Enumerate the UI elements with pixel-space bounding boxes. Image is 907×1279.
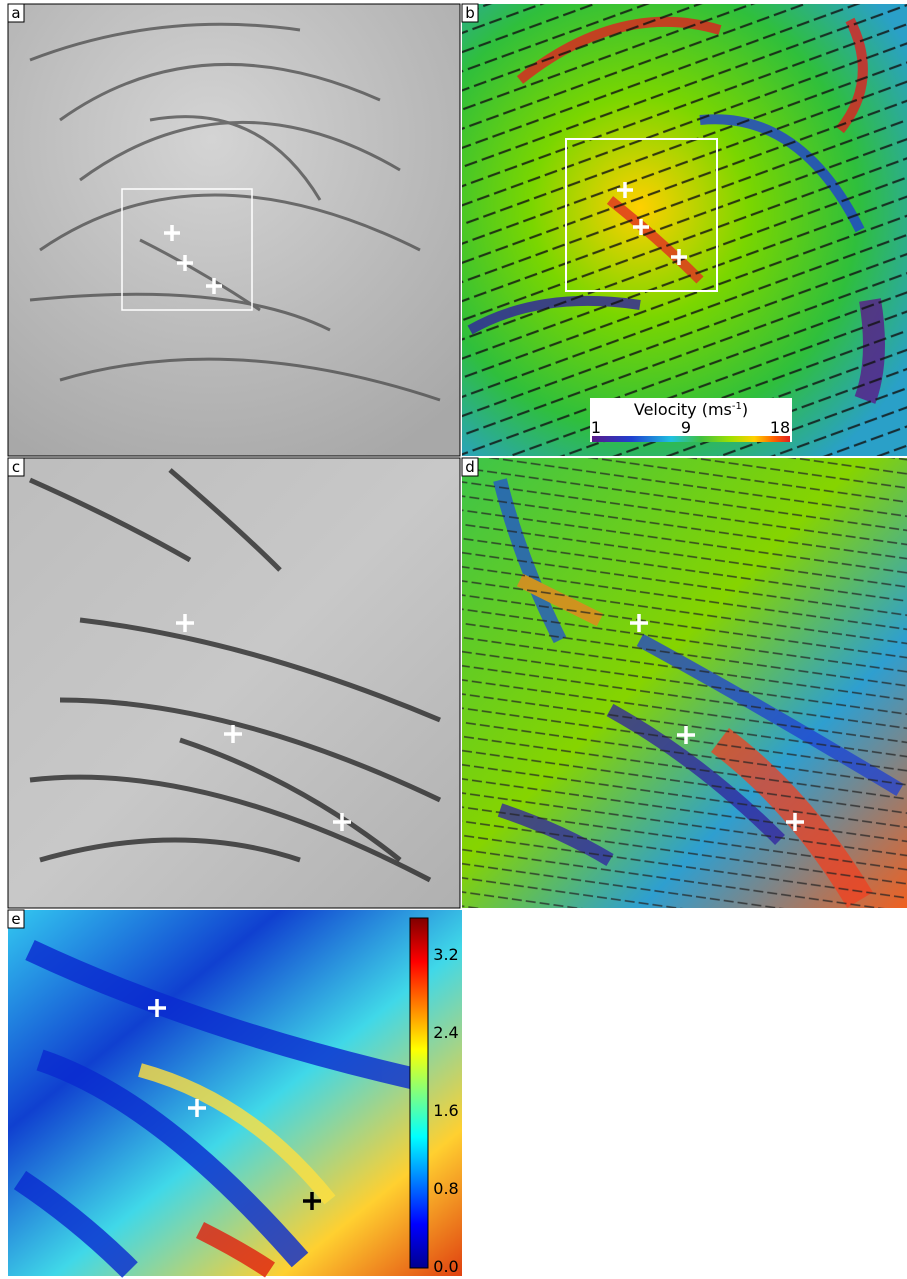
panel-label: e <box>11 910 20 928</box>
colorbar-tick: 9 <box>681 418 691 437</box>
inset-box <box>565 138 718 292</box>
colorbar-tick: 18 <box>770 418 790 437</box>
label-box <box>7 457 25 477</box>
colorbar-tick: 1 <box>591 418 601 437</box>
title: Velocity (ms <box>634 400 732 419</box>
cross <box>176 614 351 831</box>
panel-a: a <box>7 3 461 457</box>
colorbar-title: Velocity (ms-1) <box>634 400 748 419</box>
panel-label: c <box>12 458 20 476</box>
colorbar <box>409 917 429 1269</box>
cross <box>164 225 222 294</box>
vectors <box>462 4 907 456</box>
cross <box>303 1192 321 1210</box>
panel-e: 3.2 2.4 1.6 0.8 0.0 e <box>7 909 462 1278</box>
inset-box <box>121 188 253 311</box>
markers <box>148 182 804 1210</box>
colorbar-bg <box>590 398 792 442</box>
label-box <box>7 3 25 23</box>
panel-c: c <box>7 457 461 909</box>
panel-label: d <box>465 458 475 476</box>
colorbar-tick: 2.4 <box>433 1023 458 1042</box>
panel-label: a <box>11 4 20 22</box>
label-box <box>461 3 479 23</box>
colorbar-scale <box>592 436 790 442</box>
vectors <box>462 458 907 908</box>
label-box <box>461 457 479 477</box>
cross <box>148 999 206 1117</box>
superscript: -1 <box>732 401 742 412</box>
cross <box>630 614 804 831</box>
texture <box>13 940 423 1278</box>
panel-d: d <box>461 457 907 908</box>
colorbar-tick: 0.0 <box>433 1257 458 1276</box>
texture <box>28 468 442 883</box>
texture <box>29 22 441 402</box>
panel-label: b <box>465 4 475 22</box>
colorbar: Velocity (ms-1) 1 9 18 <box>590 398 792 442</box>
colorbar-tick: 0.8 <box>433 1179 458 1198</box>
image <box>7 3 461 457</box>
title-end: ) <box>742 400 748 419</box>
panel-b: Velocity (ms-1) 1 9 18 b <box>461 3 907 456</box>
colorbar-tick: 1.6 <box>433 1101 458 1120</box>
cross <box>617 182 687 265</box>
colorbar-tick: 3.2 <box>433 945 458 964</box>
label-box <box>7 909 25 929</box>
image <box>7 457 461 909</box>
